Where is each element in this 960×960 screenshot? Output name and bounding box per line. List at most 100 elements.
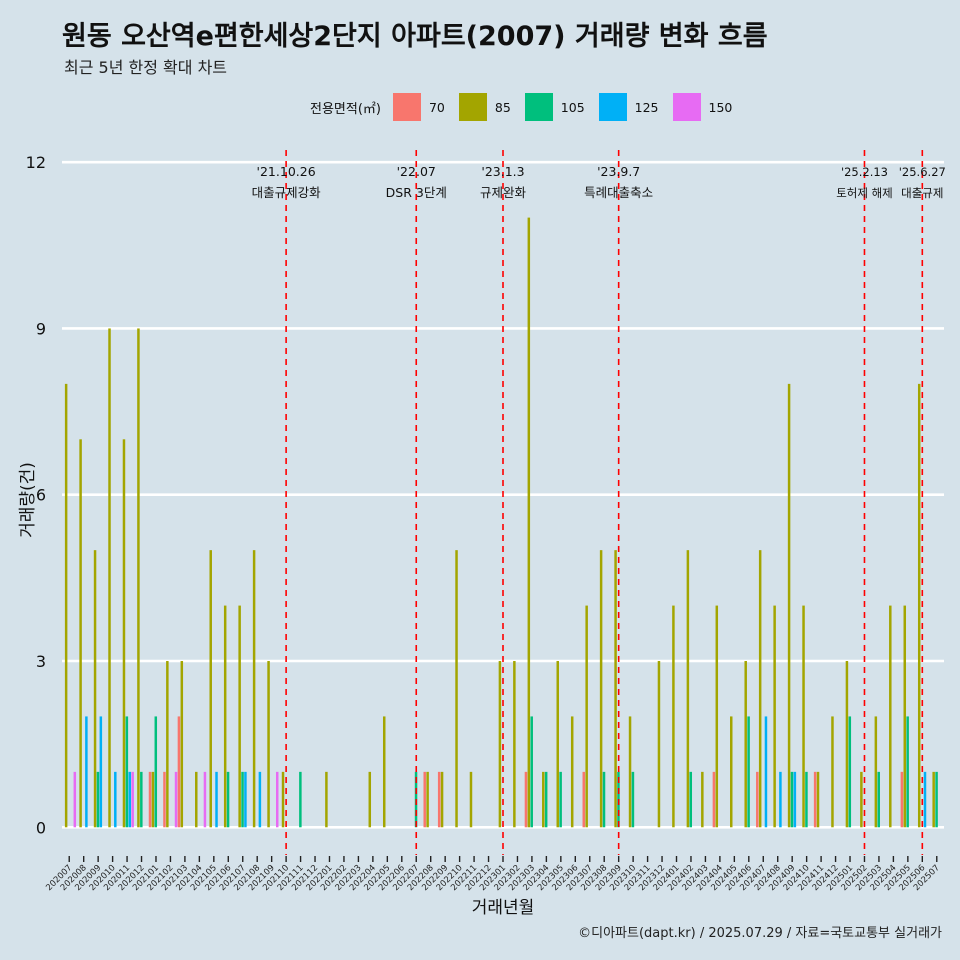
legend-label-85: 85 xyxy=(494,99,511,115)
legend-item-150: 150 xyxy=(672,93,732,121)
event-label-2: 규제완화 xyxy=(480,185,527,200)
legend-swatch-70 xyxy=(392,93,421,121)
bar-202011-150 xyxy=(131,771,134,828)
legend-swatch-150 xyxy=(672,93,701,121)
bar-202007-85 xyxy=(64,383,68,828)
bar-202303-70 xyxy=(524,771,528,828)
bar-202506-85 xyxy=(917,383,921,828)
bar-202504-85 xyxy=(889,605,892,828)
chart-subtitle: 최근 5년 한정 확대 차트 xyxy=(64,58,228,77)
legend-swatch-105 xyxy=(524,93,553,121)
chart-title: 원동 오산역e편한세상2단지 아파트(2007) 거래량 변화 흐름 xyxy=(62,21,768,52)
bar-202303-105 xyxy=(530,716,533,828)
bar-202308-105 xyxy=(602,771,606,828)
bar-202306-85 xyxy=(570,716,574,828)
bar-202209-70 xyxy=(437,771,441,828)
bar-202110-85 xyxy=(281,771,285,828)
y-tick-label-9: 9 xyxy=(36,319,46,338)
event-label-3: 특례대출축소 xyxy=(584,185,653,200)
bar-202407-85 xyxy=(758,550,762,828)
bar-202409-105 xyxy=(790,771,794,828)
bar-202009-85 xyxy=(93,550,97,828)
bar-202503-85 xyxy=(874,716,878,828)
bar-202208-70 xyxy=(423,771,426,828)
legend-title: 전용면적(㎡) xyxy=(310,101,381,117)
bar-202109-85 xyxy=(267,661,270,828)
bar-202011-105 xyxy=(125,716,129,828)
event-date-2: '23.1.3 xyxy=(481,164,524,179)
bar-202307-70 xyxy=(582,771,586,828)
bar-202409-85 xyxy=(787,383,791,828)
bar-202104-150 xyxy=(203,771,207,828)
bar-202310-105 xyxy=(631,771,635,828)
bar-202507-85 xyxy=(932,771,935,828)
source-caption: ©디아파트(dapt.kr) / 2025.07.29 / 자료=국토교통부 실… xyxy=(578,926,942,941)
bar-202305-85 xyxy=(556,661,559,828)
bar-202502-85 xyxy=(860,771,863,828)
legend-label-125: 125 xyxy=(634,99,659,115)
bar-202503-105 xyxy=(877,771,880,828)
bar-202102-85 xyxy=(166,661,169,828)
bar-202107-125 xyxy=(244,771,247,828)
legend-swatch-125 xyxy=(598,93,627,121)
bar-202304-85 xyxy=(542,771,545,828)
bar-202104-85 xyxy=(195,771,198,828)
bar-202010-125 xyxy=(114,771,117,828)
bar-202407-70 xyxy=(756,771,759,828)
bar-202404-70 xyxy=(712,771,716,828)
bar-202309-85 xyxy=(614,550,617,828)
bar-202305-105 xyxy=(559,771,562,828)
bar-202404-85 xyxy=(715,605,719,828)
bar-202307-85 xyxy=(585,605,588,828)
bar-202008-85 xyxy=(79,439,82,828)
bar-202308-85 xyxy=(599,550,603,828)
bar-202103-70 xyxy=(177,716,181,828)
legend-item-125: 125 xyxy=(598,93,659,121)
bar-202106-105 xyxy=(226,771,230,828)
y-tick-label-6: 6 xyxy=(36,486,46,505)
bar-202210-85 xyxy=(455,550,458,828)
bar-202401-85 xyxy=(672,605,675,828)
bar-202101-105 xyxy=(154,716,158,828)
bar-202103-85 xyxy=(180,661,184,828)
legend-swatch-85 xyxy=(458,93,487,121)
event-label-4: 토허제 해제 xyxy=(836,186,893,200)
y-tick-label-12: 12 xyxy=(26,153,46,172)
bar-202106-85 xyxy=(223,605,227,828)
bar-202505-85 xyxy=(903,605,907,828)
legend-item-105: 105 xyxy=(524,93,585,121)
bar-202012-85 xyxy=(137,328,140,828)
bar-202310-85 xyxy=(628,716,632,828)
bar-202209-85 xyxy=(440,771,444,828)
event-label-1: DSR 3단계 xyxy=(386,185,447,200)
legend-label-70: 70 xyxy=(428,99,445,115)
y-tick-label-3: 3 xyxy=(36,652,46,671)
bar-202501-85 xyxy=(845,661,849,828)
bar-202102-150 xyxy=(174,771,178,828)
bar-202201-85 xyxy=(325,771,328,828)
bar-202403-85 xyxy=(701,771,704,828)
bar-202102-70 xyxy=(163,771,166,828)
bar-202108-85 xyxy=(252,550,256,828)
bar-202410-85 xyxy=(802,605,805,828)
bar-202101-70 xyxy=(148,771,152,828)
bar-202507-105 xyxy=(935,771,938,828)
bar-202301-85 xyxy=(498,661,502,828)
event-label-0: 대출규제강화 xyxy=(252,185,322,200)
bar-202506-125 xyxy=(923,771,927,828)
bar-202408-85 xyxy=(773,605,776,828)
bar-202101-85 xyxy=(151,771,155,828)
legend-item-70: 70 xyxy=(392,93,445,121)
bar-202007-150 xyxy=(73,771,77,828)
bar-202011-85 xyxy=(122,439,126,828)
bar-202204-85 xyxy=(368,771,372,828)
bar-202109-150 xyxy=(275,771,279,828)
bar-202407-125 xyxy=(764,716,768,828)
y-axis-title: 거래량(건) xyxy=(18,462,38,538)
bar-202302-85 xyxy=(513,661,516,828)
bar-202211-85 xyxy=(469,771,473,828)
bar-202410-105 xyxy=(805,771,808,828)
bar-202010-85 xyxy=(108,328,111,828)
